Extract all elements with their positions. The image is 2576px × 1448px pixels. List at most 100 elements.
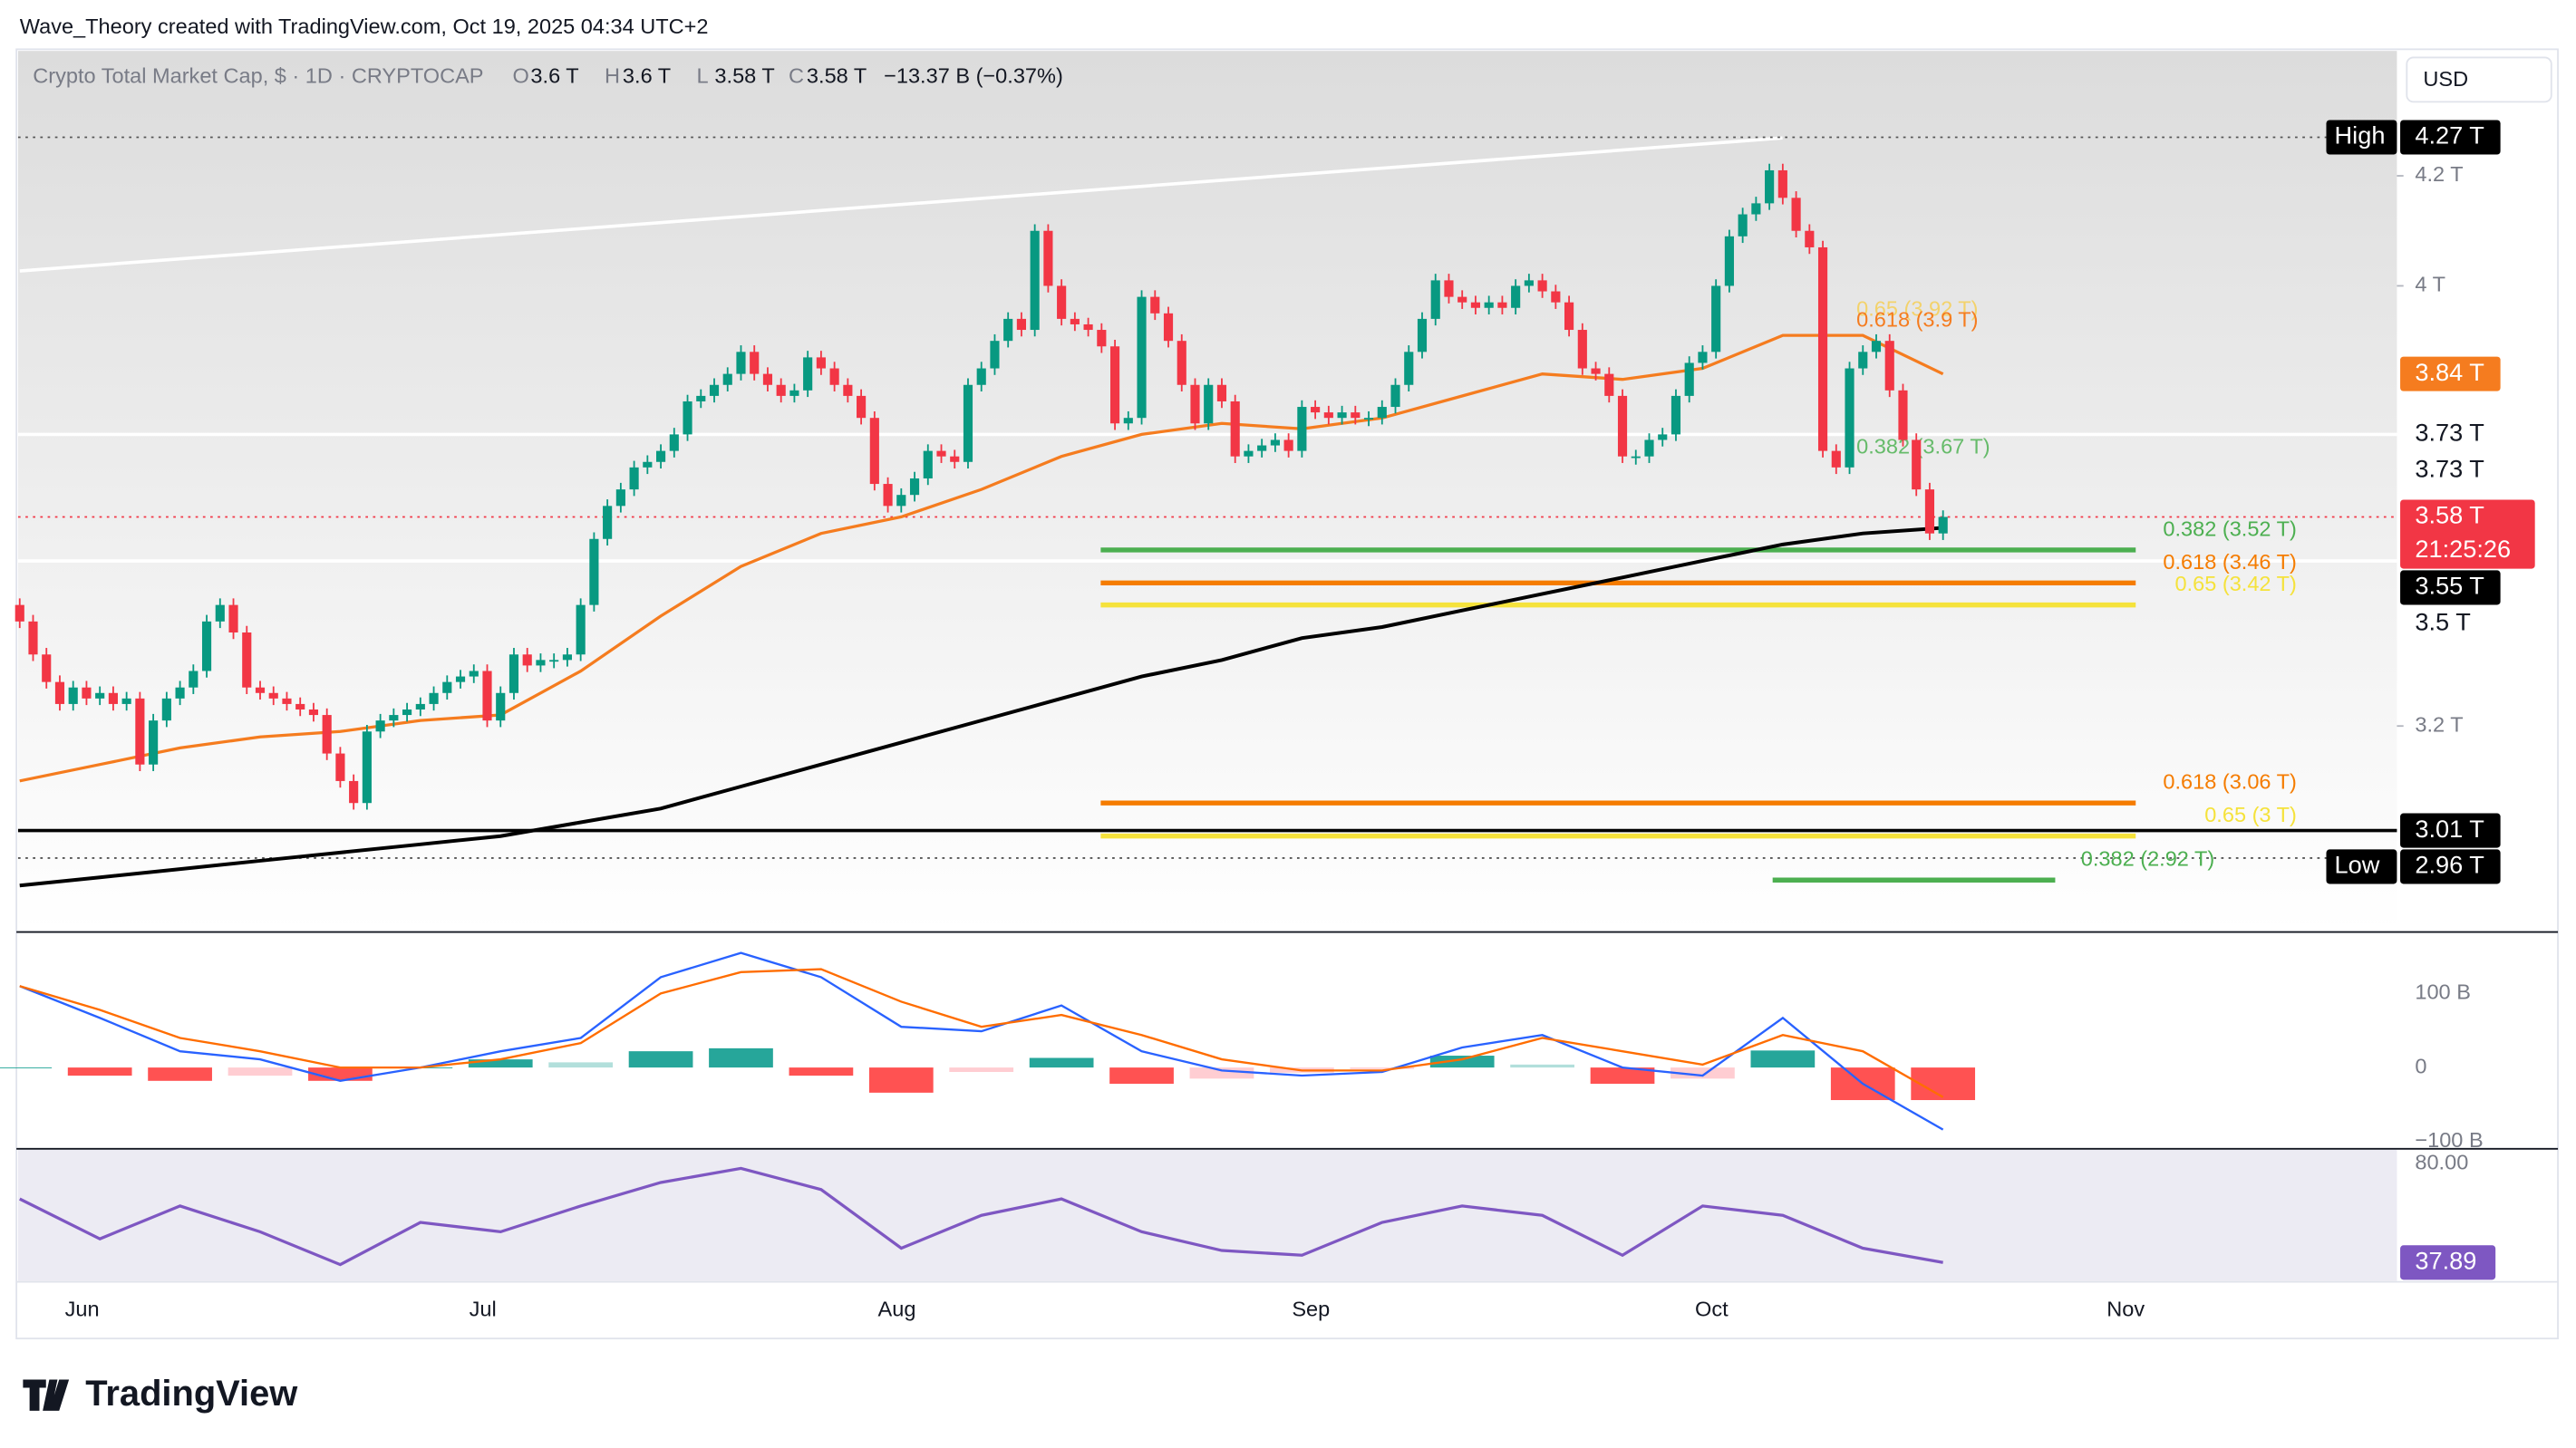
y-tick-label: −100 B	[2415, 1128, 2483, 1152]
y-tick-label: 3.2 T	[2415, 712, 2463, 736]
candle	[482, 671, 492, 721]
candle	[750, 352, 760, 374]
candle	[843, 384, 853, 396]
candle	[1805, 230, 1815, 247]
change: −13.37 B (−0.37%)	[884, 63, 1063, 87]
price-label: 3.84 T	[2415, 358, 2484, 386]
candle	[950, 456, 960, 462]
candle	[1684, 362, 1694, 396]
candle	[976, 368, 986, 385]
x-tick-label: Sep	[1292, 1298, 1330, 1321]
candle	[1057, 285, 1067, 319]
candle	[415, 703, 425, 710]
candle	[1444, 280, 1454, 297]
candle	[455, 676, 466, 682]
candle	[1898, 390, 1908, 440]
candle	[1137, 296, 1147, 419]
histogram-bar	[548, 1062, 614, 1068]
candle	[268, 692, 278, 699]
price-label-box	[2400, 356, 2501, 391]
candle	[603, 506, 613, 539]
candle	[282, 698, 292, 704]
candle	[1190, 384, 1200, 424]
price-label-box	[2400, 606, 2501, 642]
histogram-bar	[1590, 1067, 1655, 1085]
histogram-bar	[868, 1067, 934, 1093]
tag: High	[2335, 121, 2386, 150]
candle	[1698, 352, 1708, 363]
candle	[308, 709, 319, 716]
candle	[923, 450, 933, 478]
macd-line	[19, 951, 1944, 1131]
candle	[1150, 296, 1160, 314]
candle	[1711, 285, 1721, 352]
histogram-bar	[1750, 1050, 1816, 1068]
ohlc-key: H	[605, 63, 620, 87]
candle	[1537, 280, 1547, 292]
candle	[149, 720, 159, 765]
candle	[1577, 330, 1587, 369]
price-label: 3.55 T	[2415, 572, 2484, 600]
candle	[1363, 418, 1374, 420]
candle	[1070, 318, 1080, 324]
price-label: 3.01 T	[2415, 815, 2484, 843]
moving-average	[19, 526, 1943, 888]
candle	[1644, 439, 1654, 457]
candle	[709, 384, 720, 396]
candle	[1765, 169, 1775, 204]
candle	[1097, 330, 1107, 347]
price-pane	[17, 51, 2397, 932]
candle	[1351, 412, 1361, 419]
candle	[1043, 230, 1053, 286]
frame	[15, 48, 2559, 1340]
candle	[1470, 302, 1481, 308]
candle	[442, 681, 452, 693]
candle	[1323, 412, 1333, 419]
candle	[1831, 450, 1841, 468]
currency-button[interactable]	[2406, 56, 2552, 103]
candle	[1777, 169, 1787, 198]
candle	[1671, 395, 1681, 435]
histogram-bar	[0, 1067, 53, 1069]
logo: TradingView	[23, 1374, 298, 1414]
candle	[1484, 302, 1494, 308]
candle	[615, 489, 625, 507]
ohlc-key: O	[513, 63, 529, 87]
candle	[1845, 368, 1855, 468]
y-tick-label: 4 T	[2415, 273, 2445, 296]
rsi-line	[19, 1166, 1943, 1267]
histogram-bar	[1671, 1067, 1735, 1079]
candle	[335, 753, 345, 781]
tag: Low	[2335, 851, 2380, 879]
fib-label: 0.618 (3.46 T)	[2163, 550, 2296, 574]
candle	[669, 434, 679, 451]
price-label: 4.27 T	[2415, 121, 2484, 150]
candle	[576, 604, 586, 655]
candle	[1871, 341, 1882, 352]
candle	[1390, 384, 1400, 408]
x-tick-label: Jul	[470, 1298, 497, 1321]
candle	[108, 692, 118, 704]
histogram-bar	[949, 1067, 1014, 1073]
candle	[1457, 296, 1467, 303]
candle	[936, 450, 946, 457]
histogram-bar	[1029, 1057, 1094, 1068]
candle	[643, 461, 653, 468]
x-tick-label: Aug	[878, 1298, 916, 1321]
price-label-box	[2400, 849, 2501, 884]
candle	[883, 484, 893, 507]
trend-line	[19, 136, 1783, 273]
price-label: 3.5 T	[2415, 607, 2470, 635]
candle	[1511, 285, 1521, 308]
candle	[82, 687, 92, 699]
price-label-box	[2400, 453, 2501, 488]
candle	[1030, 230, 1040, 331]
candle	[762, 373, 773, 385]
candle	[1751, 203, 1761, 215]
candle	[990, 341, 1000, 369]
candle	[1109, 346, 1120, 424]
candle	[1083, 323, 1093, 331]
candle	[1377, 407, 1387, 419]
candle	[655, 450, 666, 462]
candle	[522, 654, 532, 666]
